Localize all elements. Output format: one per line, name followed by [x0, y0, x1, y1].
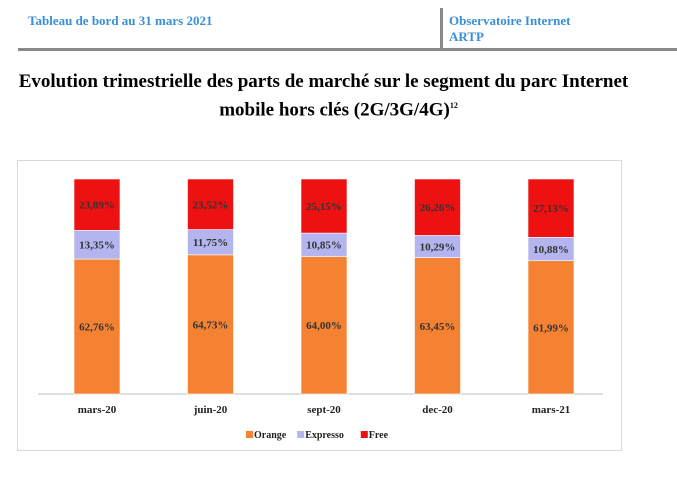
- bar-expresso-mars-20: [73, 230, 121, 260]
- legend-swatch-orange: [246, 431, 253, 438]
- x-tick-label: mars-21: [532, 404, 571, 416]
- bar-free-sept-20: [300, 178, 348, 234]
- data-label-orange-dec-20: 63,45%: [420, 321, 456, 333]
- data-label-expresso-mars-21: 10,88%: [533, 244, 569, 256]
- data-label-expresso-juin-20: 11,75%: [193, 237, 228, 249]
- bar-orange-mars-20: [73, 258, 121, 395]
- x-tick-label: sept-20: [307, 404, 341, 416]
- legend-swatch-free: [360, 431, 368, 438]
- legend-label-free: Free: [369, 430, 389, 441]
- header-divider-vertical: [440, 8, 443, 50]
- bar-orange-sept-20: [300, 256, 348, 395]
- title-line-1: Evolution trimestrielle des parts de mar…: [18, 71, 629, 92]
- x-tick-label: juin-20: [193, 404, 228, 416]
- page-title: Evolution trimestrielle des parts de mar…: [0, 70, 677, 122]
- header-observatory: Observatoire Internet ARTP: [449, 13, 570, 45]
- data-label-expresso-sept-20: 10,85%: [306, 240, 342, 252]
- data-label-orange-sept-20: 64,00%: [306, 320, 342, 332]
- data-label-orange-mars-20: 62,76%: [79, 322, 115, 334]
- data-label-expresso-mars-20: 13,35%: [79, 240, 115, 252]
- chart-svg: 62,76% 13,35% 23,89% mars-20 64,73% 11,75% 23,…: [38, 178, 603, 441]
- bar-free-dec-20: [414, 178, 461, 236]
- legend-swatch-expresso: [297, 431, 305, 438]
- bar-orange-mars-21: [527, 260, 575, 395]
- data-label-orange-juin-20: 64,73%: [193, 319, 229, 331]
- title-line-2: mobile hors clés (2G/3G/4G): [219, 99, 450, 121]
- data-label-free-juin-20: 23,52%: [193, 199, 229, 211]
- bar-free-mars-20: [73, 178, 121, 231]
- header-dashboard-date: Tableau de bord au 31 mars 2021: [28, 13, 213, 28]
- bar-free-mars-21: [527, 178, 575, 238]
- data-label-free-dec-20: 26,26%: [420, 202, 456, 214]
- data-label-orange-mars-21: 61,99%: [533, 322, 569, 334]
- stacked-bar-chart: 62,76% 13,35% 23,89% mars-20 64,73% 11,75% 23,…: [17, 160, 622, 451]
- header-org: ARTP: [449, 29, 484, 44]
- legend-label-expresso: Expresso: [305, 430, 344, 441]
- data-label-free-mars-21: 27,13%: [533, 203, 569, 215]
- data-label-free-mars-20: 23,89%: [79, 200, 115, 212]
- data-label-expresso-dec-20: 10,29%: [420, 242, 456, 254]
- bar-free-juin-20: [187, 178, 234, 230]
- data-label-free-sept-20: 25,15%: [306, 201, 342, 213]
- legend-label-orange: Orange: [254, 430, 287, 441]
- x-tick-label: mars-20: [78, 404, 117, 416]
- bar-orange-dec-20: [414, 257, 461, 395]
- header-observatory-name: Observatoire Internet: [449, 13, 571, 28]
- bar-orange-juin-20: [187, 254, 234, 395]
- title-footnote: 12: [449, 101, 458, 110]
- x-tick-label: dec-20: [422, 404, 453, 416]
- header-divider: [18, 48, 677, 51]
- bar-expresso-juin-20: [187, 229, 234, 256]
